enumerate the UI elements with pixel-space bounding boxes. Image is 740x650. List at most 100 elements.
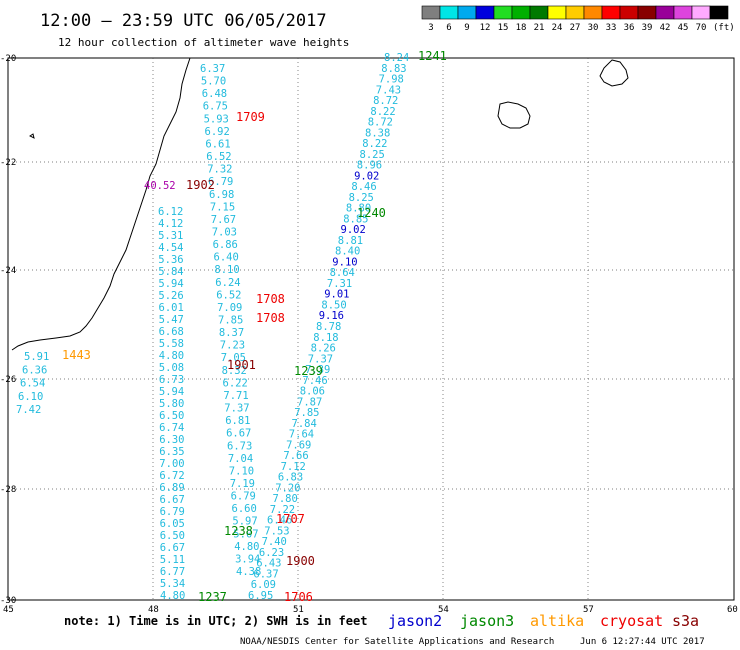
wave-height-value: 8.72	[373, 95, 398, 107]
wave-height-value: 5.80	[159, 398, 184, 410]
legend-swatch	[655, 5, 675, 20]
legend-swatch	[529, 5, 549, 20]
wave-height-value: 5.58	[159, 338, 184, 350]
wave-height-value: 6.37	[200, 63, 225, 75]
wave-height-value: 6.09	[251, 579, 276, 591]
wave-height-value: 8.85	[343, 213, 368, 225]
legend-swatch	[565, 5, 585, 20]
wave-height-value: 6.50	[159, 410, 184, 422]
wave-height-value: 6.75	[203, 101, 228, 113]
legend-swatch	[511, 5, 531, 20]
pass-time-label: 1239	[294, 364, 323, 378]
wave-height-value: 9.01	[324, 289, 349, 301]
wave-height-value: 7.87	[297, 396, 322, 408]
mauritius-island-outline	[599, 59, 629, 87]
wave-height-value: 8.32	[222, 365, 247, 377]
wave-height-value: 8.96	[357, 160, 382, 172]
legend-swatch	[691, 5, 711, 20]
wave-height-value: 7.09	[217, 302, 242, 314]
track-labels: 1241 1709 1902 40.52 1240 1708 1708 1443 1901 123…	[62, 49, 447, 604]
pass-time-label: 1241	[418, 49, 447, 63]
footer-note: note: 1) Time is in UTC; 2) SWH is in fe…	[64, 614, 367, 628]
wave-height-value: 4.38	[236, 566, 261, 578]
wave-height-value: 8.80	[346, 203, 371, 215]
wave-height-value: 4.80	[234, 541, 259, 553]
legend-label: 42	[660, 23, 671, 33]
wave-height-value: 7.85	[294, 407, 319, 419]
legend-label: 39	[642, 23, 653, 33]
wave-height-value: 4.80	[159, 350, 184, 362]
wave-height-value: 6.40	[214, 252, 239, 264]
pass-time-label: 1706	[284, 590, 313, 604]
wave-height-value: 8.26	[311, 343, 336, 355]
wave-height-value: 6.81	[225, 415, 250, 427]
legend-label: 15	[498, 23, 509, 33]
satellite-name-altika: altika	[530, 612, 584, 630]
legend-label: 6	[446, 23, 451, 33]
wave-height-value: 5.26	[158, 290, 183, 302]
wave-height-value: 6.01	[159, 302, 184, 314]
legend-label: 30	[588, 23, 599, 33]
satellite-name-s3a: s3a	[672, 612, 699, 630]
longitude-labels: 45 48 51 54 57 60	[3, 605, 738, 615]
wave-height-value: 4.54	[158, 242, 183, 254]
lat-label-20: -20	[0, 54, 16, 64]
wave-height-value: 7.23	[220, 340, 245, 352]
wave-height-value: 8.83	[381, 63, 406, 75]
wave-height-value: 3.94	[235, 553, 260, 565]
pass-time-label: 1708	[256, 311, 285, 325]
legend-swatch	[583, 5, 603, 20]
wave-height-value: 5.11	[160, 554, 185, 566]
pass-time-label: 1900	[286, 554, 315, 568]
wave-height-value: 8.64	[330, 267, 355, 279]
wave-height-value: 6.77	[160, 566, 185, 578]
wave-height-value: 8.25	[349, 192, 374, 204]
pass-time-label: 1708	[256, 292, 285, 306]
wave-height-value: 7.69	[286, 439, 311, 451]
lat-label-28: -28	[0, 485, 16, 495]
wave-height-value: 7.04	[228, 453, 253, 465]
wave-height-value: 6.95	[248, 590, 273, 602]
legend-swatch	[637, 5, 657, 20]
wave-height-value: 7.05	[221, 352, 246, 364]
wave-height-value: 6.23	[259, 547, 284, 559]
wave-height-value: 7.71	[223, 390, 248, 402]
satellite-name-jason3: jason3	[460, 612, 514, 630]
lat-label-24: -24	[0, 266, 16, 276]
wave-height-value: 6.67	[226, 428, 251, 440]
wave-height-value: 5.08	[159, 362, 184, 374]
wave-height-value: 5.91	[24, 351, 49, 363]
wave-height-value: 6.83	[278, 472, 303, 484]
lon-label-60: 60	[727, 605, 738, 615]
wave-height-value: 6.89	[159, 482, 184, 494]
lat-label-22: -22	[0, 158, 16, 168]
wave-height-value: 6.60	[232, 503, 257, 515]
legend-label: 27	[570, 23, 581, 33]
wave-height-value: 7.66	[283, 450, 308, 462]
wave-height-value: 7.20	[275, 482, 300, 494]
wave-height-value: 6.61	[205, 138, 230, 150]
wave-height-value: 6.30	[159, 434, 184, 446]
wave-height-value: 7.67	[211, 214, 236, 226]
wave-height-value: 6.73	[159, 374, 184, 386]
legend-label: 18	[516, 23, 527, 33]
wave-height-value: 9.02	[341, 224, 366, 236]
wave-height-value: 8.50	[321, 300, 346, 312]
wave-height-value: 8.24	[384, 52, 409, 64]
wave-height-value: 6.54	[20, 378, 45, 390]
wave-height-value: 6.22	[223, 377, 248, 389]
wave-height-value: 6.52	[206, 151, 231, 163]
wave-height-value: 6.43	[256, 558, 281, 570]
legend-swatch	[493, 5, 513, 20]
lon-label-48: 48	[148, 605, 159, 615]
wave-height-value: 7.84	[292, 418, 317, 430]
wave-height-value: 8.10	[214, 264, 239, 276]
wave-height-value: 8.22	[362, 138, 387, 150]
pass-time-label: 1240	[357, 206, 386, 220]
wave-height-value: 6.37	[253, 569, 278, 581]
wave-height-tracks: 8.248.837.987.438.728.228.728.388.228.25…	[16, 52, 409, 602]
wave-height-value: 7.32	[207, 164, 232, 176]
legend-label: 21	[534, 23, 545, 33]
wave-height-value: 8.72	[368, 117, 393, 129]
wave-height-value: 8.38	[365, 127, 390, 139]
